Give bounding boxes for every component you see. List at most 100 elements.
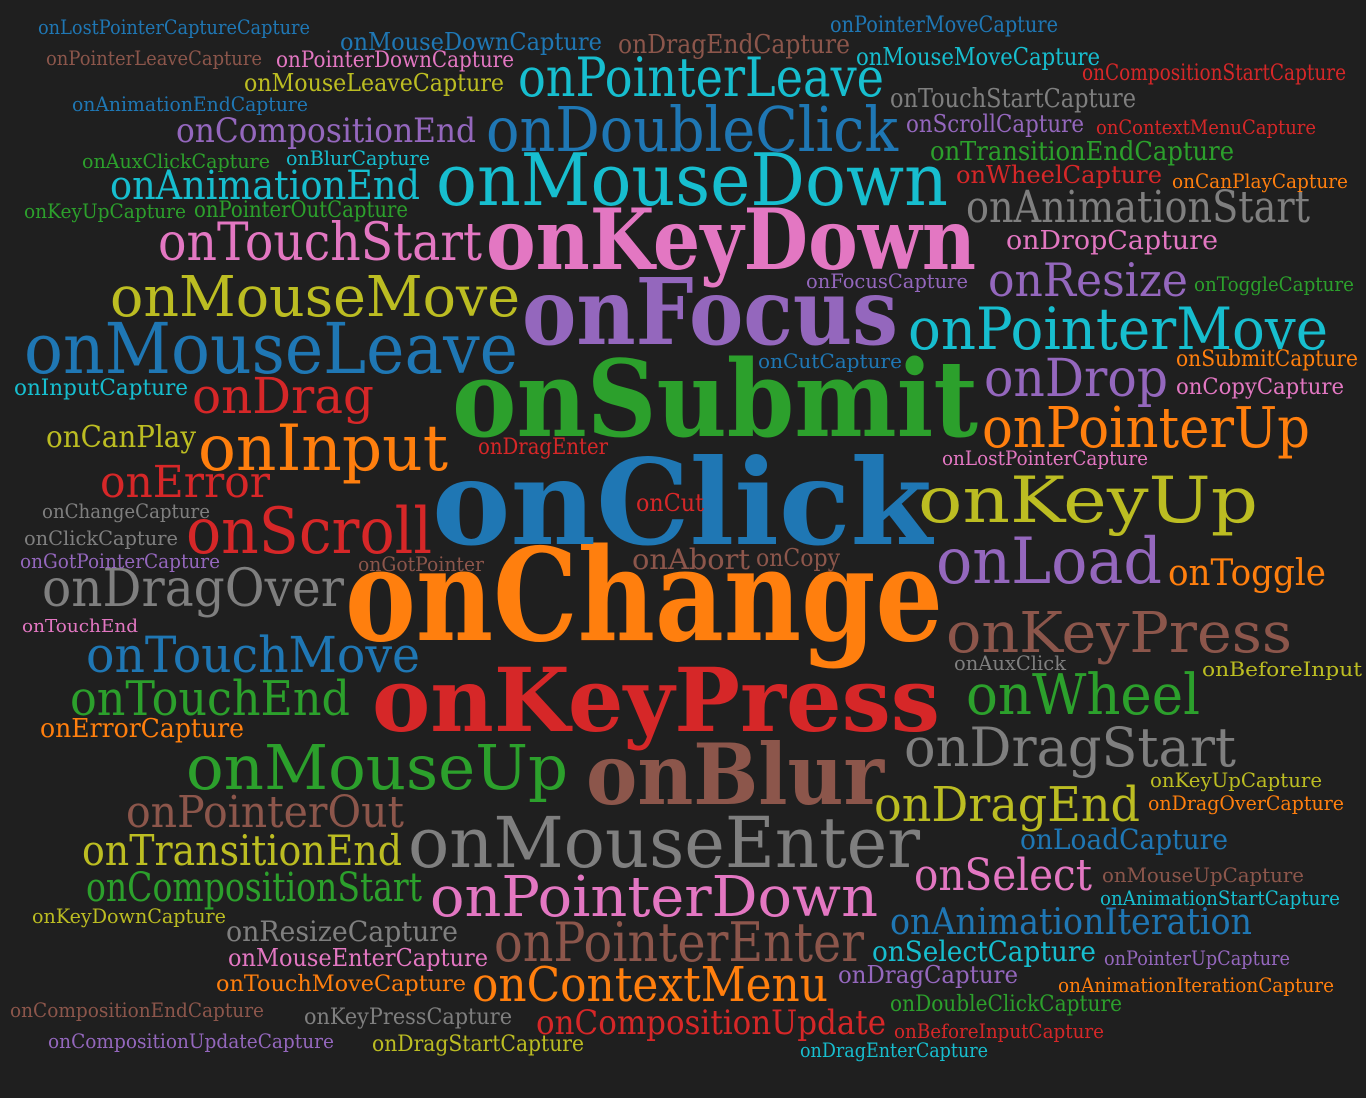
word-oncompositionendcapture: onCompositionEndCapture	[10, 997, 265, 1022]
word-oncompositionend: onCompositionEnd	[176, 110, 477, 151]
word-oncanplay: onCanPlay	[46, 420, 197, 456]
word-onwheelcapture: onWheelCapture	[956, 161, 1163, 190]
word-ondrop: onDrop	[984, 349, 1169, 410]
word-ontouchmovecapture: onTouchMoveCapture	[216, 972, 467, 998]
word-onclick: onClick	[432, 432, 933, 572]
word-oncanplaycapture: onCanPlayCapture	[1172, 168, 1348, 193]
word-oncompositionupdate: onCompositionUpdate	[536, 1002, 887, 1043]
word-ondragendcapture: onDragEndCapture	[618, 29, 850, 60]
word-oncopycapture: onCopyCapture	[1176, 375, 1345, 401]
word-ondrag: onDrag	[192, 367, 375, 425]
word-onanimationiterationcapture: onAnimationIterationCapture	[1058, 972, 1335, 997]
word-onauxclick: onAuxClick	[954, 650, 1067, 675]
word-onmouseleave: onMouseLeave	[24, 307, 518, 390]
word-oncopy: onCopy	[756, 544, 840, 573]
word-onchangecapture: onChangeCapture	[42, 498, 211, 523]
word-onloadcapture: onLoadCapture	[1020, 822, 1229, 856]
word-onpointerupcapture: onPointerUpCapture	[1104, 945, 1291, 970]
word-onerrorcapture: onErrorCapture	[40, 713, 245, 744]
word-onkeyupcapture-2: onKeyUpCapture	[1150, 767, 1323, 792]
word-oncompositionstart: onCompositionStart	[86, 864, 423, 911]
word-oninput: onInput	[198, 411, 448, 486]
word-ontouchmove: onTouchMove	[86, 626, 421, 684]
word-onresizecapture: onResizeCapture	[226, 914, 459, 948]
word-ondragovercapture: onDragOverCapture	[1148, 790, 1345, 815]
word-onanimationstartcapture: onAnimationStartCapture	[1100, 885, 1341, 910]
word-ondragentercapture: onDragEnterCapture	[800, 1037, 989, 1062]
word-onpointerup: onPointerUp	[982, 395, 1310, 461]
word-onpointerleavecapture: onPointerLeaveCapture	[46, 45, 263, 70]
word-onmouseenter: onMouseEnter	[408, 801, 921, 884]
word-oncompositionupdatecapture: onCompositionUpdateCapture	[48, 1028, 335, 1053]
word-onmouseleavecapture: onMouseLeaveCapture	[244, 69, 505, 98]
word-ontogglecapture: onToggleCapture	[1194, 271, 1354, 296]
word-onblurcapture: onBlurCapture	[286, 145, 431, 170]
word-onkeydowncapture: onKeyDownCapture	[32, 903, 227, 928]
word-onblur: onBlur	[586, 724, 885, 824]
word-onmousemovecapture: onMouseMoveCapture	[856, 43, 1100, 72]
word-onmousedowncapture: onMouseDownCapture	[340, 28, 603, 57]
word-ontouchstartcapture: onTouchStartCapture	[890, 83, 1137, 114]
word-onchange: onChange	[345, 520, 944, 671]
word-onkeyup: onKeyUp	[918, 463, 1259, 538]
word-onmouseup: onMouseUp	[186, 730, 569, 804]
word-oncontextmenucapture: onContextMenuCapture	[1096, 114, 1317, 139]
word-onclickcapture: onClickCapture	[24, 525, 179, 550]
word-onsubmit: onSubmit	[452, 335, 979, 461]
word-oncutcapture: onCutCapture	[758, 348, 903, 373]
word-ondoubleclick: onDoubleClick	[486, 92, 899, 166]
word-ondragover: onDragOver	[42, 559, 345, 620]
word-onsubmitcapture: onSubmitCapture	[1176, 347, 1358, 373]
word-onanimationendcapture: onAnimationEndCapture	[72, 91, 308, 116]
word-onselectcapture: onSelectCapture	[872, 934, 1097, 968]
word-onpointerenter: onPointerEnter	[494, 910, 865, 974]
word-onresize: onResize	[988, 253, 1189, 308]
word-onerror: onError	[100, 457, 271, 509]
word-ondragstartcapture: onDragStartCapture	[372, 1032, 584, 1058]
word-onlostpointercapture: onLostPointerCapture	[942, 445, 1149, 470]
word-onpointerdowncapture: onPointerDownCapture	[276, 48, 515, 74]
word-onbeforeinput: onBeforeInput	[1202, 656, 1362, 681]
word-onselect: onSelect	[914, 850, 1093, 902]
word-onkeydown: onKeyDown	[486, 189, 976, 289]
word-oninputcapture: onInputCapture	[14, 376, 189, 402]
word-onkeypress-small: onKeyPress	[946, 600, 1293, 666]
word-onmousedown: onMouseDown	[436, 138, 948, 223]
word-onkeypress: onKeyPress	[372, 648, 941, 753]
word-onmouseentercapture: onMouseEnterCapture	[228, 944, 489, 973]
word-onauxclickcapture: onAuxClickCapture	[82, 148, 271, 173]
word-ontransitionend: onTransitionEnd	[82, 825, 403, 875]
word-onkeyupcapture: onKeyUpCapture	[24, 198, 187, 223]
word-onpointeroutcapture: onPointerOutCapture	[194, 198, 409, 224]
word-ontouchstart: onTouchStart	[158, 213, 483, 274]
word-onscrollcapture: onScrollCapture	[906, 110, 1085, 139]
word-ontouchend: onTouchEnd	[70, 670, 351, 727]
word-ondragstart: onDragStart	[904, 715, 1236, 779]
word-onanimationend: onAnimationEnd	[110, 162, 420, 209]
word-ontoggle: onToggle	[1168, 553, 1327, 595]
word-onwheel: onWheel	[966, 662, 1201, 728]
word-ondragend: onDragEnd	[874, 776, 1141, 833]
word-onlostpointercapturecapture: onLostPointerCaptureCapture	[38, 14, 311, 39]
word-onscroll: onScroll	[186, 494, 432, 569]
word-ongotpointercapture: onGotPointerCapture	[20, 548, 221, 573]
word-onkeypresscapture: onKeyPressCapture	[304, 1005, 513, 1031]
word-onanimationiteration: onAnimationIteration	[890, 902, 1252, 944]
word-onpointerdown: onPointerDown	[430, 864, 878, 930]
word-ondropcapture: onDropCapture	[1006, 225, 1219, 256]
word-onload: onLoad	[936, 524, 1162, 599]
word-onbeforeinputcapture: onBeforeInputCapture	[894, 1018, 1105, 1043]
word-onfocuscapture: onFocusCapture	[806, 268, 968, 293]
word-ontouchend-small: onTouchEnd	[22, 615, 139, 637]
word-oncut: onCut	[636, 489, 705, 518]
word-onabort: onAbort	[632, 542, 751, 576]
word-onanimationstart: onAnimationStart	[966, 182, 1311, 234]
word-onpointermovecapture: onPointerMoveCapture	[830, 13, 1059, 39]
word-oncontextmenu: onContextMenu	[472, 956, 829, 1013]
word-onpointerout: onPointerOut	[126, 787, 404, 839]
word-ondragenter: onDragEnter	[478, 435, 608, 461]
word-oncompositionstartcapture: onCompositionStartCapture	[1082, 61, 1347, 87]
word-ongotpointer: onGotPointer	[358, 551, 485, 576]
word-onpointermove: onPointerMove	[908, 295, 1329, 364]
